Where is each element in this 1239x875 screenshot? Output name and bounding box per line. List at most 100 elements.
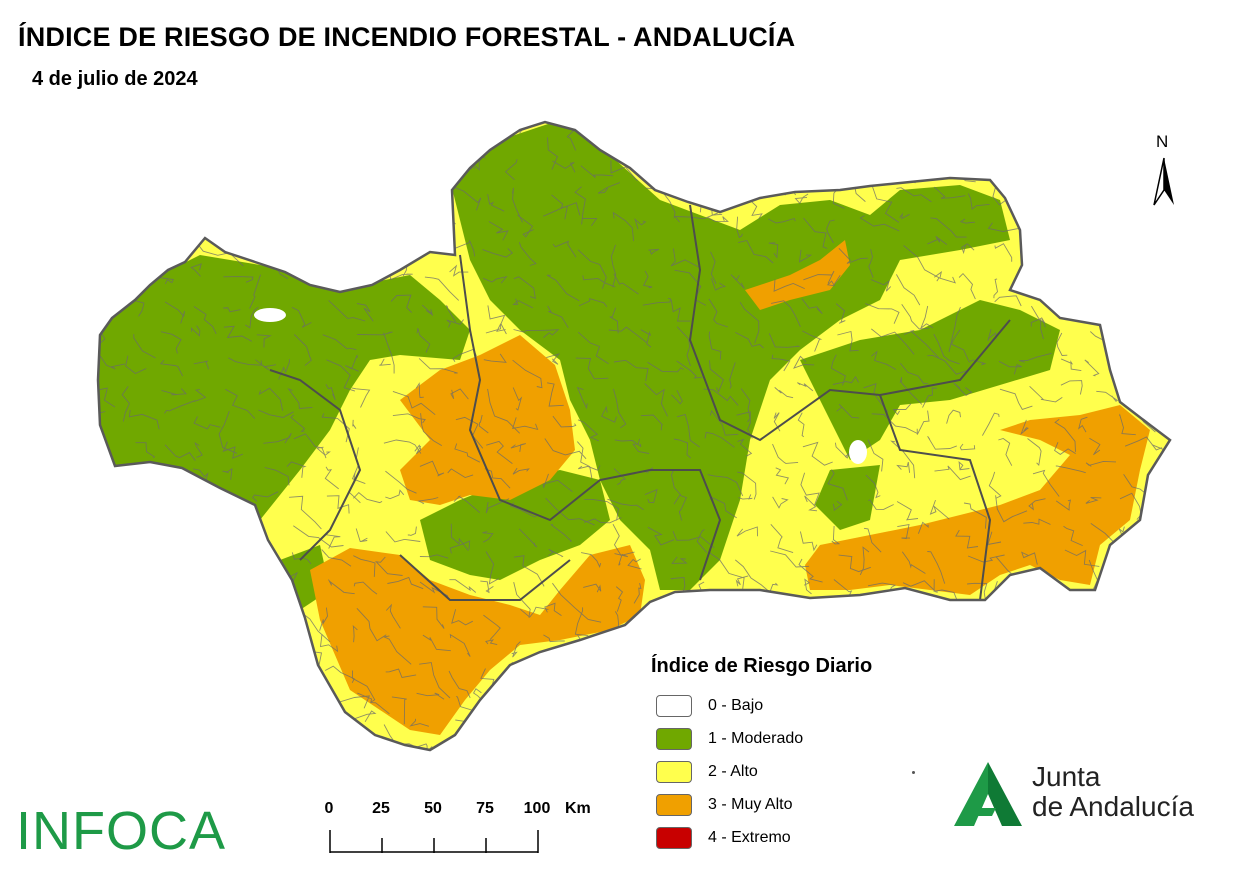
municipal-boundary bbox=[613, 359, 649, 382]
municipal-boundary bbox=[127, 634, 135, 651]
municipal-boundary bbox=[610, 244, 617, 288]
municipal-boundary bbox=[552, 160, 576, 173]
municipal-boundary bbox=[101, 634, 129, 662]
municipal-boundary bbox=[548, 548, 564, 558]
municipal-boundary bbox=[738, 494, 753, 500]
municipal-boundary bbox=[615, 586, 624, 612]
municipal-boundary bbox=[1115, 670, 1136, 687]
municipal-boundary bbox=[321, 549, 352, 567]
map-dot bbox=[912, 771, 915, 774]
municipal-boundary bbox=[256, 663, 283, 689]
municipal-boundary bbox=[1096, 390, 1119, 402]
municipal-boundary bbox=[162, 602, 207, 612]
municipal-boundary bbox=[736, 526, 758, 537]
municipal-boundary bbox=[225, 578, 249, 595]
municipal-boundary bbox=[287, 157, 304, 163]
municipal-boundary bbox=[544, 602, 562, 616]
municipal-boundary bbox=[863, 696, 884, 731]
municipal-boundary bbox=[736, 153, 749, 164]
municipal-boundary bbox=[353, 491, 383, 504]
municipal-boundary bbox=[324, 466, 339, 490]
municipal-boundary bbox=[1122, 584, 1137, 604]
municipal-boundary bbox=[609, 307, 619, 334]
municipal-boundary bbox=[930, 608, 949, 625]
municipal-boundary bbox=[740, 388, 751, 423]
municipal-boundary bbox=[1027, 438, 1042, 467]
municipal-boundary bbox=[264, 467, 290, 486]
municipal-boundary bbox=[899, 635, 918, 668]
municipal-boundary bbox=[1051, 717, 1064, 732]
municipal-boundary bbox=[486, 440, 513, 464]
municipal-boundary bbox=[833, 745, 852, 750]
municipal-boundary bbox=[963, 502, 987, 529]
municipal-boundary bbox=[1056, 277, 1069, 290]
zone-muyalto-east bbox=[805, 405, 1150, 595]
municipal-boundary bbox=[379, 358, 391, 366]
municipal-boundary bbox=[510, 443, 526, 452]
municipal-boundary bbox=[317, 243, 332, 267]
municipal-boundary bbox=[261, 691, 297, 718]
municipal-boundary bbox=[767, 163, 803, 184]
municipal-boundary bbox=[545, 497, 595, 526]
legend-label: 3 - Muy Alto bbox=[708, 796, 793, 813]
municipal-boundary bbox=[194, 132, 205, 156]
municipal-boundary bbox=[219, 133, 231, 159]
municipal-boundary bbox=[635, 667, 652, 689]
municipal-boundary bbox=[1030, 317, 1044, 340]
municipal-boundary bbox=[228, 357, 262, 366]
municipal-boundary bbox=[581, 552, 602, 568]
municipal-boundary bbox=[897, 524, 911, 540]
municipal-boundary bbox=[735, 331, 764, 349]
municipal-boundary bbox=[899, 717, 928, 746]
municipal-boundary bbox=[449, 633, 471, 657]
municipal-boundary bbox=[1060, 358, 1082, 372]
municipal-boundary bbox=[634, 218, 647, 230]
municipal-boundary bbox=[352, 670, 376, 703]
municipal-boundary bbox=[933, 186, 966, 199]
zone-muyalto-jaen bbox=[745, 240, 850, 310]
municipal-boundary bbox=[1092, 687, 1113, 700]
municipal-boundary bbox=[897, 749, 906, 750]
municipal-boundary bbox=[538, 698, 549, 718]
municipal-boundary bbox=[798, 558, 823, 583]
municipal-boundary bbox=[707, 474, 744, 497]
municipal-boundary bbox=[676, 413, 700, 448]
municipal-boundary bbox=[830, 354, 847, 386]
municipal-boundary bbox=[487, 722, 517, 737]
municipal-boundary bbox=[512, 359, 543, 389]
municipal-boundary bbox=[122, 467, 132, 499]
municipal-boundary bbox=[543, 329, 560, 338]
municipal-boundary bbox=[835, 303, 846, 324]
municipal-boundary bbox=[1054, 442, 1076, 455]
municipal-boundary bbox=[1053, 183, 1060, 212]
municipal-boundary bbox=[259, 184, 271, 192]
municipal-boundary bbox=[927, 354, 969, 375]
municipal-boundary bbox=[513, 329, 549, 333]
municipal-boundary bbox=[322, 334, 357, 351]
municipal-boundary bbox=[608, 698, 620, 746]
municipal-boundary bbox=[192, 496, 219, 542]
municipal-boundary bbox=[357, 692, 390, 715]
municipal-boundary bbox=[287, 745, 313, 750]
municipal-boundary bbox=[584, 498, 619, 521]
municipal-boundary bbox=[1127, 640, 1146, 661]
municipal-boundary bbox=[609, 670, 640, 693]
municipal-boundary bbox=[616, 750, 640, 782]
municipal-boundary bbox=[1058, 158, 1071, 180]
municipal-boundary bbox=[736, 129, 754, 144]
municipal-boundary bbox=[1123, 300, 1147, 332]
municipal-boundary bbox=[325, 384, 336, 401]
municipal-boundary bbox=[449, 752, 477, 779]
zone-muyalto-sevilla bbox=[400, 335, 575, 505]
municipal-boundary bbox=[642, 297, 672, 306]
municipal-boundary bbox=[729, 362, 736, 389]
municipal-boundary bbox=[102, 272, 125, 296]
municipal-boundary bbox=[950, 329, 970, 361]
municipal-boundary bbox=[933, 579, 960, 606]
municipal-boundary bbox=[200, 549, 225, 564]
municipal-boundary bbox=[774, 387, 794, 399]
municipal-boundary bbox=[287, 388, 313, 409]
municipal-boundary bbox=[896, 135, 924, 165]
zone-bajo-patch-2 bbox=[849, 440, 867, 464]
legend-swatch bbox=[656, 827, 692, 849]
